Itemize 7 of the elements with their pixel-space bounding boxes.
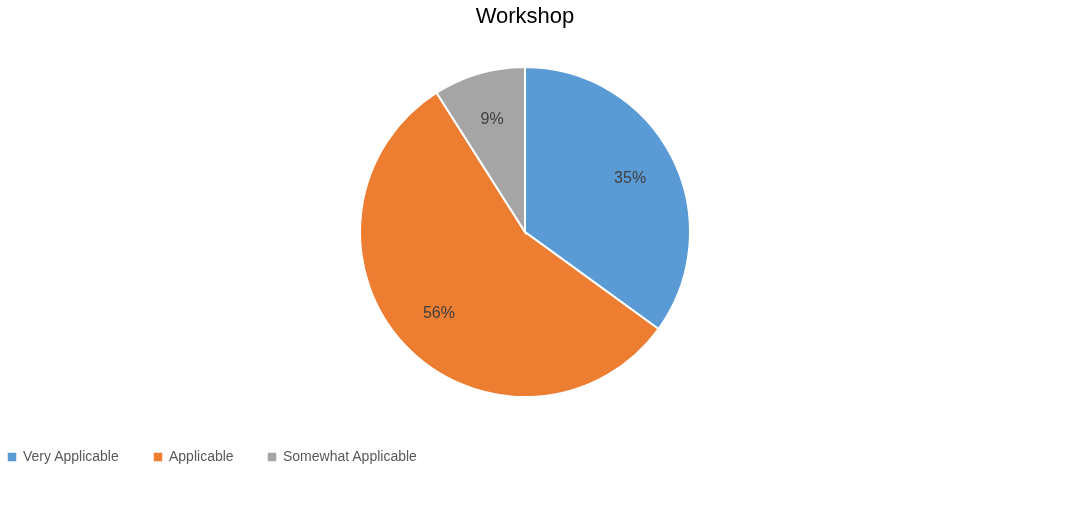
legend-label: Very Applicable: [23, 448, 119, 464]
chart-title: Workshop: [475, 3, 575, 28]
legend-label: Applicable: [169, 448, 234, 464]
data-label: 35%: [614, 169, 647, 187]
legend-label: Somewhat Applicable: [283, 448, 418, 464]
data-label: 9%: [480, 109, 504, 127]
data-label: 56%: [422, 303, 455, 321]
